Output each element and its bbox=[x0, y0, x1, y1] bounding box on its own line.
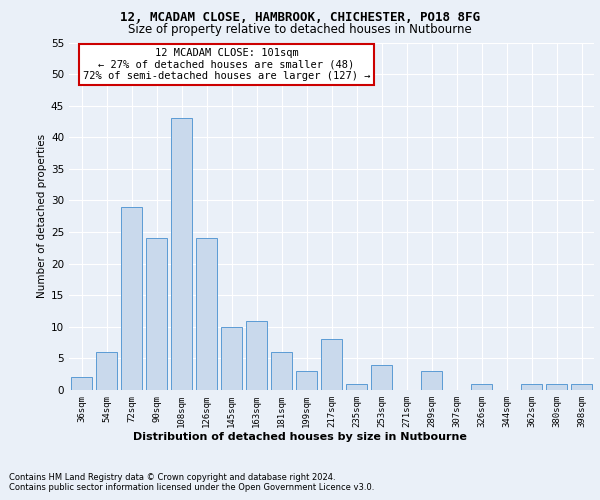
Bar bbox=[546, 384, 567, 390]
Bar bbox=[71, 378, 92, 390]
Bar bbox=[171, 118, 192, 390]
Bar bbox=[271, 352, 292, 390]
Bar bbox=[521, 384, 542, 390]
Bar bbox=[196, 238, 217, 390]
Bar bbox=[421, 371, 442, 390]
Bar bbox=[296, 371, 317, 390]
Bar bbox=[571, 384, 592, 390]
Text: 12 MCADAM CLOSE: 101sqm
← 27% of detached houses are smaller (48)
72% of semi-de: 12 MCADAM CLOSE: 101sqm ← 27% of detache… bbox=[83, 48, 370, 81]
Bar bbox=[246, 320, 267, 390]
Text: Size of property relative to detached houses in Nutbourne: Size of property relative to detached ho… bbox=[128, 22, 472, 36]
Bar bbox=[346, 384, 367, 390]
Bar bbox=[371, 364, 392, 390]
Text: Contains HM Land Registry data © Crown copyright and database right 2024.: Contains HM Land Registry data © Crown c… bbox=[9, 472, 335, 482]
Y-axis label: Number of detached properties: Number of detached properties bbox=[37, 134, 47, 298]
Bar bbox=[121, 207, 142, 390]
Bar bbox=[146, 238, 167, 390]
Bar bbox=[96, 352, 117, 390]
Bar bbox=[321, 340, 342, 390]
Bar bbox=[221, 327, 242, 390]
Text: Distribution of detached houses by size in Nutbourne: Distribution of detached houses by size … bbox=[133, 432, 467, 442]
Text: Contains public sector information licensed under the Open Government Licence v3: Contains public sector information licen… bbox=[9, 482, 374, 492]
Text: 12, MCADAM CLOSE, HAMBROOK, CHICHESTER, PO18 8FG: 12, MCADAM CLOSE, HAMBROOK, CHICHESTER, … bbox=[120, 11, 480, 24]
Bar bbox=[471, 384, 492, 390]
